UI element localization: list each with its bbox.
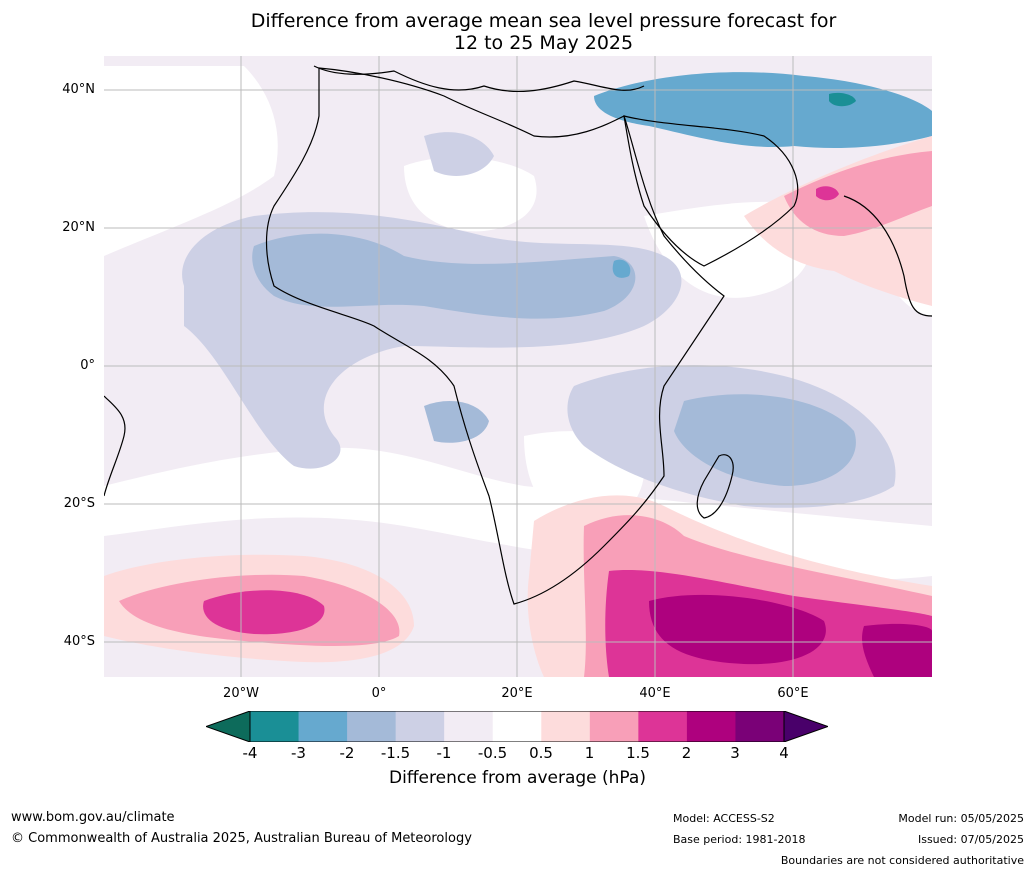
india-coastline: [843, 195, 932, 317]
footer-copyright: © Commonwealth of Australia 2025, Austra…: [11, 831, 472, 846]
colorbar-tick-11: 4: [779, 744, 789, 762]
colorbar-segment: [444, 711, 494, 742]
lon-label-20w: 20°W: [223, 686, 259, 701]
arabia-coastline: [623, 115, 799, 267]
footer-url[interactable]: www.bom.gov.au/climate: [11, 810, 175, 825]
madagascar-coastline: [696, 454, 734, 519]
colorbar-tick-3: -1.5: [380, 744, 411, 762]
colorbar-segments: [250, 711, 785, 742]
anomaly-cell-sahel: [252, 233, 636, 319]
footer-model-run: Model run: 05/05/2025: [898, 812, 1024, 825]
colorbar-tick-1: -3: [291, 744, 306, 762]
anomaly-cell-congo: [424, 401, 489, 443]
colorbar-extend-high: [783, 711, 828, 742]
colorbar-segment: [541, 711, 591, 742]
map-title: Difference from average mean sea level p…: [0, 10, 1035, 54]
colorbar-segment: [735, 711, 785, 742]
colorbar-tick-9: 2: [681, 744, 692, 762]
colorbar-segment: [686, 711, 736, 742]
colorbar-tick-10: 3: [730, 744, 740, 762]
lon-label-60e: 60°E: [777, 686, 809, 701]
map-canvas: [104, 56, 932, 677]
footer-model: Model: ACCESS-S2: [673, 812, 775, 825]
graticule: [104, 56, 932, 677]
anomaly-cell-central-africa: [612, 259, 631, 278]
colorbar-outline: [249, 711, 785, 742]
coastlines: [104, 65, 932, 605]
footer-base-period: Base period: 1981-2018: [673, 833, 806, 846]
lon-label-0: 0°: [371, 686, 387, 701]
lat-label-40s: 40°S: [63, 634, 95, 649]
colorbar-segment: [395, 711, 445, 742]
neutral-zone-north-atlantic: [104, 66, 278, 256]
footer-disclaimer: Boundaries are not considered authoritat…: [780, 854, 1024, 867]
colorbar-segment: [347, 711, 397, 742]
africa-coastline: [265, 67, 725, 605]
neutral-zone-sahara: [404, 157, 537, 232]
colorbar: [206, 711, 828, 742]
title-line-1: Difference from average mean sea level p…: [250, 10, 837, 32]
anomaly-cell-mediterranean-asia: [594, 72, 932, 148]
colorbar-segment: [589, 711, 639, 742]
colorbar-segment: [492, 711, 542, 742]
anomaly-pos-pakistan: [784, 151, 932, 236]
colorbar-tick-6: 0.5: [529, 744, 553, 762]
colorbar-segment: [638, 711, 688, 742]
colorbar-tick-2: -2: [339, 744, 355, 762]
colorbar-tick-7: 1: [584, 744, 595, 762]
lat-label-20s: 20°S: [63, 496, 95, 511]
anomaly-cell-east-indian: [674, 394, 856, 486]
anomaly-band-north: [424, 132, 494, 176]
colorbar-label: Difference from average (hPa): [389, 768, 646, 788]
anomaly-pos-southern-indian-core: [649, 594, 932, 677]
footer-issued: Issued: 07/05/2025: [917, 833, 1024, 846]
title-line-2: 12 to 25 May 2025: [453, 32, 634, 54]
south-america-coastline: [104, 395, 126, 497]
colorbar-segment: [298, 711, 348, 742]
colorbar-tick-5: -0.5: [477, 744, 508, 762]
colorbar-tick-8: 1.5: [626, 744, 650, 762]
lat-label-20n: 20°N: [62, 220, 95, 235]
colorbar-extend-low: [206, 711, 251, 742]
colorbar-segment: [250, 711, 300, 742]
colorbar-tick-4: -1: [436, 744, 452, 762]
colorbar-tick-0: -4: [242, 744, 258, 762]
pressure-anomaly-map: [104, 56, 932, 677]
lat-label-40n: 40°N: [62, 82, 95, 97]
europe-coastline: [313, 65, 645, 93]
anomaly-cell-caspian: [829, 92, 856, 107]
anomaly-pos-south-atlantic-core: [203, 590, 325, 635]
lon-label-20e: 20°E: [501, 686, 533, 701]
anomaly-pos-pakistan-core: [816, 186, 839, 201]
lat-label-0: 0°: [80, 358, 95, 373]
lon-label-40e: 40°E: [639, 686, 671, 701]
